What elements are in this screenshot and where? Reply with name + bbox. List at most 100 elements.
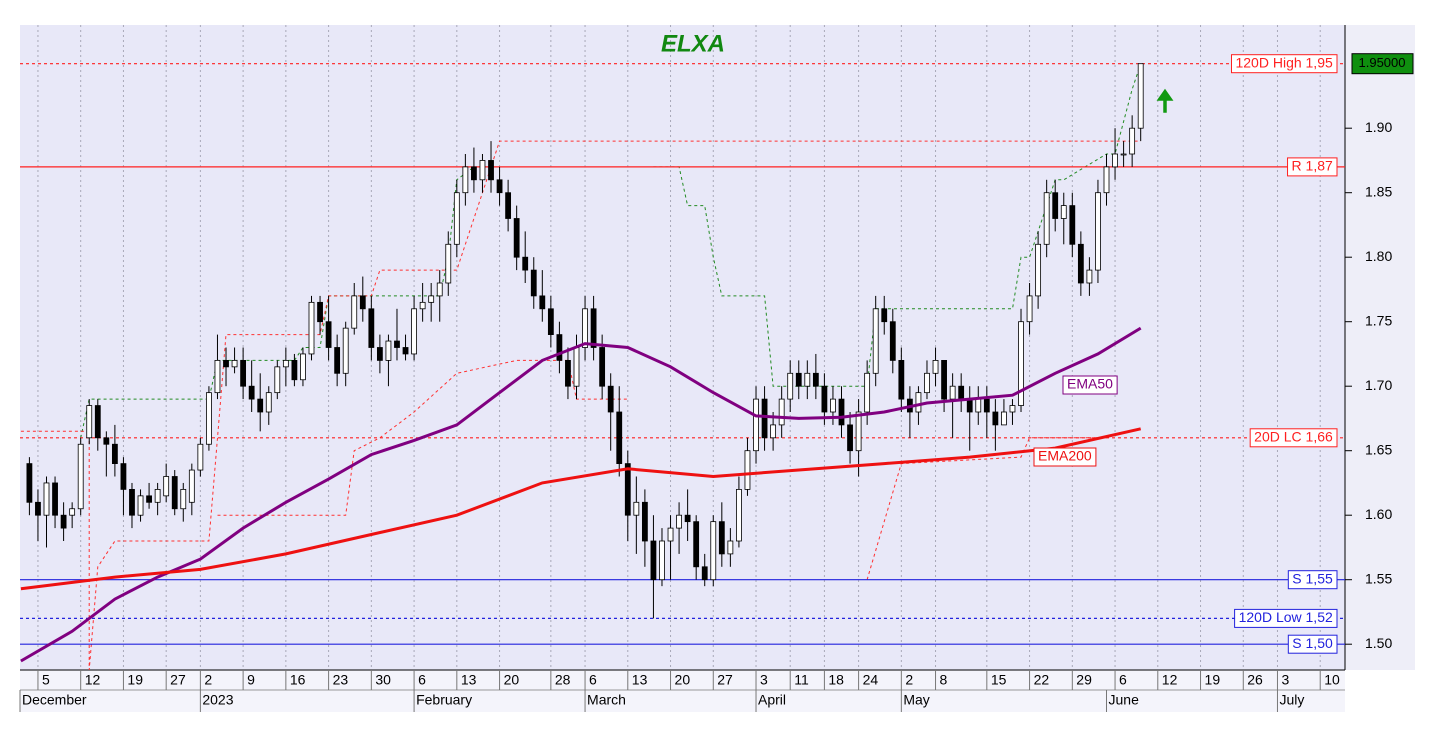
- candle-body: [274, 366, 281, 394]
- candle-body: [376, 347, 383, 361]
- x-tick-label: 6: [589, 672, 597, 688]
- candle-body: [607, 385, 614, 413]
- x-tick-label: 15: [991, 672, 1007, 688]
- candle-body: [419, 301, 426, 310]
- x-tick-label: 26: [1247, 672, 1263, 688]
- candle-body: [214, 359, 221, 394]
- level-label-box: [1287, 157, 1338, 177]
- candle-body: [385, 340, 392, 361]
- candle-body: [992, 411, 999, 426]
- level-label-box: [1287, 634, 1338, 654]
- candle-body: [898, 359, 905, 400]
- x-tick-label: 20: [675, 672, 691, 688]
- candle-body: [342, 327, 349, 374]
- candle-body: [137, 495, 144, 516]
- candle-body: [308, 301, 315, 355]
- month-label: December: [22, 692, 87, 708]
- candle-body: [659, 540, 665, 581]
- candle-body: [411, 308, 417, 355]
- candle-body: [351, 295, 358, 329]
- candle-body: [146, 495, 152, 503]
- candle-body: [325, 321, 332, 348]
- plot-layer: 5 12 19 27 2 9 16 23 30 6 13 20 28 6 13 20 27 3 11 18 24 2 8 15…: [19, 25, 1392, 712]
- candle-body: [188, 469, 195, 503]
- candle-body: [52, 482, 58, 516]
- x-tick-label: 8: [940, 672, 948, 688]
- x-tick-label: 10: [1324, 672, 1340, 688]
- x-tick-label: 22: [1034, 672, 1050, 688]
- y-tick-label: 1.70: [1365, 377, 1392, 393]
- x-tick-label: 23: [333, 672, 349, 688]
- candle-body: [231, 359, 238, 368]
- candle-body: [1077, 243, 1084, 284]
- candle-body: [103, 437, 110, 445]
- level-label: S 1,50: [1292, 635, 1333, 651]
- candle-body: [727, 540, 734, 555]
- candle-body: [889, 321, 896, 361]
- candle-body: [436, 282, 443, 297]
- candle-body: [753, 398, 759, 452]
- x-tick-label: 6: [1119, 672, 1127, 688]
- candle-body: [1069, 205, 1076, 245]
- x-tick-label: 13: [461, 672, 477, 688]
- candle-body: [736, 488, 742, 542]
- candle-body: [197, 443, 204, 471]
- candle-body: [1137, 63, 1144, 129]
- candle-body: [505, 192, 512, 219]
- y-tick-label: 1.75: [1365, 312, 1392, 328]
- candle-body: [761, 398, 768, 439]
- level-label-box: [1234, 608, 1338, 628]
- candle-body: [710, 521, 717, 581]
- x-tick-label: 24: [863, 672, 879, 688]
- x-tick-label: 19: [1205, 672, 1221, 688]
- candle-body: [958, 385, 965, 400]
- candle-body: [1001, 411, 1007, 426]
- candle-body: [368, 308, 375, 348]
- candle-body: [479, 160, 486, 181]
- candle-body: [530, 269, 537, 297]
- candle-body: [624, 463, 631, 516]
- y-tick-label: 1.55: [1365, 570, 1392, 586]
- ema-line: [20, 326, 1142, 663]
- x-tick-label: 3: [1281, 672, 1289, 688]
- x-tick-label: 11: [794, 672, 809, 688]
- candle-body: [1043, 192, 1050, 245]
- candle-body: [111, 443, 118, 465]
- candle-body: [86, 405, 93, 439]
- candle-body: [462, 166, 469, 194]
- candle-body: [522, 256, 529, 271]
- candle-body: [795, 372, 802, 387]
- candle-body: [1009, 405, 1016, 413]
- x-axis-panel: [20, 670, 1345, 712]
- candle-body: [248, 385, 255, 400]
- last-price-box: [1351, 53, 1414, 75]
- legend-box: [1062, 375, 1118, 395]
- candle-body: [744, 450, 751, 490]
- candle-body: [855, 411, 862, 452]
- level-label: S 1,55: [1292, 570, 1333, 586]
- month-label: 2023: [202, 692, 233, 708]
- candle-body: [26, 463, 33, 503]
- x-tick-label: 28: [555, 672, 571, 688]
- candle-body: [402, 347, 409, 355]
- candle-body: [496, 179, 503, 194]
- candle-body: [881, 308, 888, 323]
- x-tick-label: 29: [1076, 672, 1092, 688]
- candle-body: [539, 295, 546, 310]
- candle-body: [684, 514, 691, 523]
- candle-body: [676, 514, 682, 529]
- candle-body: [812, 372, 819, 387]
- candle-body: [94, 405, 101, 439]
- candle-body: [770, 424, 777, 439]
- candle-body: [1129, 127, 1136, 155]
- candle-body: [582, 308, 588, 348]
- candle-body: [804, 372, 811, 387]
- level-label-box: [1230, 54, 1338, 74]
- candle-body: [821, 385, 828, 413]
- candle-body: [282, 359, 289, 368]
- x-tick-label: 6: [418, 672, 426, 688]
- candle-body: [1103, 166, 1110, 194]
- y-tick-label: 1.65: [1365, 441, 1392, 457]
- candle-body: [1112, 153, 1118, 168]
